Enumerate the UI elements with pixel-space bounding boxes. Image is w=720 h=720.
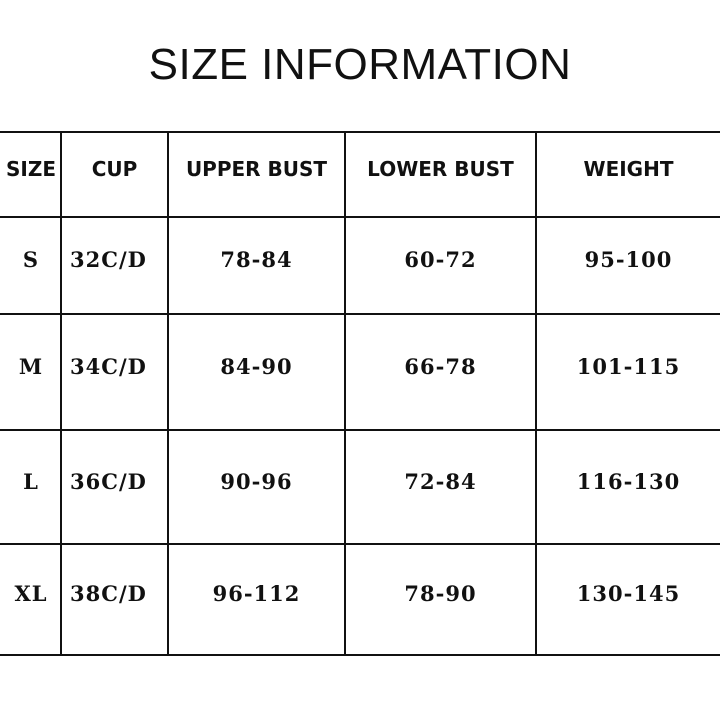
table-cell: 78-84 [220, 247, 293, 272]
table-cell: M [18, 353, 44, 379]
table-cell: 60-72 [404, 247, 477, 272]
table-cell: 66-78 [404, 353, 477, 379]
table-cell: 32C/D [70, 247, 147, 272]
column-header: UPPER BUST [185, 156, 328, 181]
page-title: SIZE INFORMATION [148, 40, 572, 89]
table-cell: 95-100 [584, 247, 673, 272]
table-cell: 36C/D [70, 468, 147, 494]
table-row-line [0, 313, 720, 315]
table-cell: 72-84 [404, 468, 477, 494]
table-column-line [344, 131, 346, 655]
table-cell: 34C/D [70, 353, 147, 379]
table-cell: 78-90 [404, 581, 477, 606]
table-cell: 90-96 [220, 468, 293, 494]
table-cell: 38C/D [70, 581, 147, 606]
table-row-line [0, 131, 720, 133]
table-column-line [60, 131, 62, 655]
table-cell: 116-130 [576, 468, 681, 494]
table-cell: 101-115 [576, 353, 681, 379]
table-row-line [0, 216, 720, 218]
table-cell: S [22, 247, 40, 272]
column-header: LOWER BUST [367, 156, 514, 181]
table-cell: L [23, 468, 39, 494]
table-cell: 130-145 [576, 581, 681, 606]
column-header: CUP [91, 156, 138, 181]
table-cell: XL [14, 581, 48, 606]
table-column-line [535, 131, 537, 655]
column-header: WEIGHT [583, 156, 674, 181]
table-row-line [0, 543, 720, 545]
table-cell: 96-112 [212, 581, 301, 606]
table-column-line [167, 131, 169, 655]
table-row-line [0, 429, 720, 431]
column-header: SIZE [5, 156, 56, 181]
table-cell: 84-90 [220, 353, 293, 379]
table-row-line [0, 654, 720, 656]
